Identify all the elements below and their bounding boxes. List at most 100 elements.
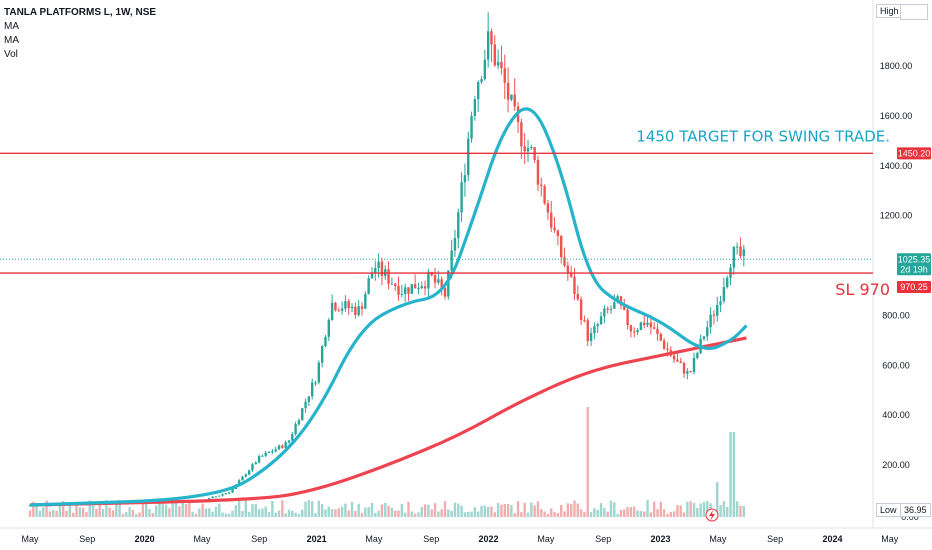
candle-body[interactable] bbox=[314, 382, 317, 384]
candle-body[interactable] bbox=[457, 212, 460, 239]
candle-body[interactable] bbox=[633, 331, 636, 333]
candle-body[interactable] bbox=[237, 480, 241, 485]
candle-body[interactable] bbox=[722, 287, 726, 302]
candle-body[interactable] bbox=[596, 324, 599, 327]
candle-body[interactable] bbox=[477, 82, 480, 100]
candle-body[interactable] bbox=[28, 505, 32, 507]
candle-body[interactable] bbox=[413, 284, 417, 289]
candle-body[interactable] bbox=[639, 322, 643, 330]
candle-body[interactable] bbox=[440, 279, 443, 289]
candle-body[interactable] bbox=[493, 44, 496, 66]
candle-body[interactable] bbox=[453, 238, 457, 251]
candle-body[interactable] bbox=[287, 440, 291, 443]
candle-body[interactable] bbox=[553, 227, 556, 231]
candle-body[interactable] bbox=[629, 325, 633, 332]
candle-body[interactable] bbox=[211, 496, 214, 499]
candle-body[interactable] bbox=[224, 493, 228, 495]
candle-body[interactable] bbox=[433, 275, 437, 283]
candle-body[interactable] bbox=[679, 361, 682, 364]
candle-body[interactable] bbox=[609, 308, 613, 310]
candle-body[interactable] bbox=[513, 94, 516, 107]
candle-body[interactable] bbox=[646, 322, 649, 325]
candle-body[interactable] bbox=[267, 452, 271, 454]
candle-body[interactable] bbox=[692, 357, 696, 372]
candle-body[interactable] bbox=[576, 293, 579, 300]
candle-body[interactable] bbox=[344, 301, 347, 309]
candle-body[interactable] bbox=[556, 230, 560, 237]
candle-body[interactable] bbox=[599, 316, 603, 325]
candle-body[interactable] bbox=[427, 271, 430, 289]
ma-slow-line[interactable] bbox=[29, 336, 747, 507]
candle-body[interactable] bbox=[367, 278, 370, 295]
candle-body[interactable] bbox=[682, 363, 686, 374]
candle-body[interactable] bbox=[589, 333, 593, 342]
candle-body[interactable] bbox=[536, 159, 540, 185]
candle-body[interactable] bbox=[719, 301, 722, 305]
candle-body[interactable] bbox=[447, 270, 450, 297]
candle-body[interactable] bbox=[407, 287, 410, 294]
candle-body[interactable] bbox=[649, 322, 653, 328]
candle-body[interactable] bbox=[643, 322, 646, 325]
candle-body[interactable] bbox=[735, 246, 739, 248]
candle-body[interactable] bbox=[317, 362, 321, 383]
candle-body[interactable] bbox=[254, 462, 257, 465]
candle-body[interactable] bbox=[241, 476, 244, 481]
candle-body[interactable] bbox=[394, 283, 397, 287]
candle-body[interactable] bbox=[231, 489, 234, 493]
candle-body[interactable] bbox=[251, 464, 254, 471]
candle-body[interactable] bbox=[696, 353, 699, 358]
candle-body[interactable] bbox=[510, 94, 513, 100]
candle-body[interactable] bbox=[301, 408, 304, 421]
candle-body[interactable] bbox=[480, 79, 483, 83]
candle-body[interactable] bbox=[271, 451, 274, 453]
candle-body[interactable] bbox=[543, 185, 546, 204]
candle-body[interactable] bbox=[264, 452, 267, 456]
candle-body[interactable] bbox=[603, 308, 606, 317]
candle-body[interactable] bbox=[281, 445, 284, 448]
candle-body[interactable] bbox=[218, 495, 221, 497]
candle-body[interactable] bbox=[291, 433, 294, 441]
candle-body[interactable] bbox=[228, 492, 231, 494]
candle-body[interactable] bbox=[364, 294, 367, 309]
candle-body[interactable] bbox=[460, 182, 463, 213]
candle-body[interactable] bbox=[656, 328, 659, 334]
candle-body[interactable] bbox=[380, 261, 384, 276]
candle-body[interactable] bbox=[526, 147, 530, 152]
candle-body[interactable] bbox=[500, 61, 503, 69]
candle-body[interactable] bbox=[443, 288, 447, 297]
symbol-title[interactable]: TANLA PLATFORMS L, 1W, NSE bbox=[4, 7, 157, 18]
candle-body[interactable] bbox=[636, 329, 639, 333]
candle-body[interactable] bbox=[470, 115, 473, 139]
candle-body[interactable] bbox=[214, 496, 218, 498]
candle-body[interactable] bbox=[327, 320, 330, 337]
candle-body[interactable] bbox=[370, 272, 374, 279]
candle-body[interactable] bbox=[726, 277, 729, 288]
candle-body[interactable] bbox=[307, 396, 311, 402]
candle-body[interactable] bbox=[606, 308, 609, 310]
candle-body[interactable] bbox=[520, 122, 523, 147]
candle-body[interactable] bbox=[569, 272, 573, 277]
candle-body[interactable] bbox=[503, 68, 506, 83]
candle-body[interactable] bbox=[712, 314, 716, 316]
candle-body[interactable] bbox=[247, 470, 251, 475]
candle-body[interactable] bbox=[573, 276, 576, 294]
candle-body[interactable] bbox=[530, 147, 533, 149]
candle-body[interactable] bbox=[689, 371, 692, 373]
candle-body[interactable] bbox=[417, 288, 420, 290]
candle-body[interactable] bbox=[257, 456, 261, 463]
candle-body[interactable] bbox=[437, 279, 440, 283]
candle-body[interactable] bbox=[357, 306, 360, 316]
candle-body[interactable] bbox=[350, 306, 354, 309]
candle-body[interactable] bbox=[623, 305, 626, 310]
candle-body[interactable] bbox=[334, 302, 337, 311]
candle-body[interactable] bbox=[450, 250, 453, 271]
ma-slow-legend[interactable]: MA bbox=[4, 35, 19, 46]
candle-body[interactable] bbox=[467, 138, 470, 176]
candle-body[interactable] bbox=[706, 327, 709, 337]
candle-body[interactable] bbox=[360, 306, 364, 309]
candle-body[interactable] bbox=[739, 246, 742, 257]
candle-body[interactable] bbox=[320, 346, 324, 363]
candle-body[interactable] bbox=[337, 310, 340, 312]
ma-fast-legend[interactable]: MA bbox=[4, 21, 19, 32]
